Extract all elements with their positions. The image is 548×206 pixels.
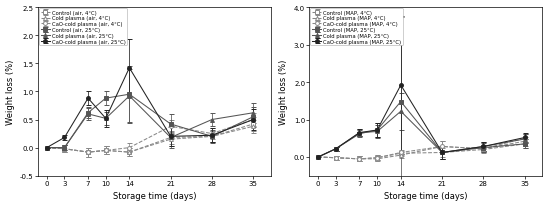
- Y-axis label: Weight loss (%): Weight loss (%): [279, 59, 288, 124]
- X-axis label: Storage time (days): Storage time (days): [384, 192, 467, 200]
- Legend: Control (air, 4°C), Cold plasma (air, 4°C), CaO-cold plasma (air, 4°C), Control : Control (air, 4°C), Cold plasma (air, 4°…: [39, 9, 127, 46]
- Y-axis label: Weight loss (%): Weight loss (%): [5, 59, 15, 124]
- X-axis label: Storage time (days): Storage time (days): [113, 192, 196, 200]
- Legend: Control (MAP, 4°C), Cold plasma (MAP, 4°C), CaO-cold plasma (MAP, 4°C), Control : Control (MAP, 4°C), Cold plasma (MAP, 4°…: [310, 9, 403, 46]
